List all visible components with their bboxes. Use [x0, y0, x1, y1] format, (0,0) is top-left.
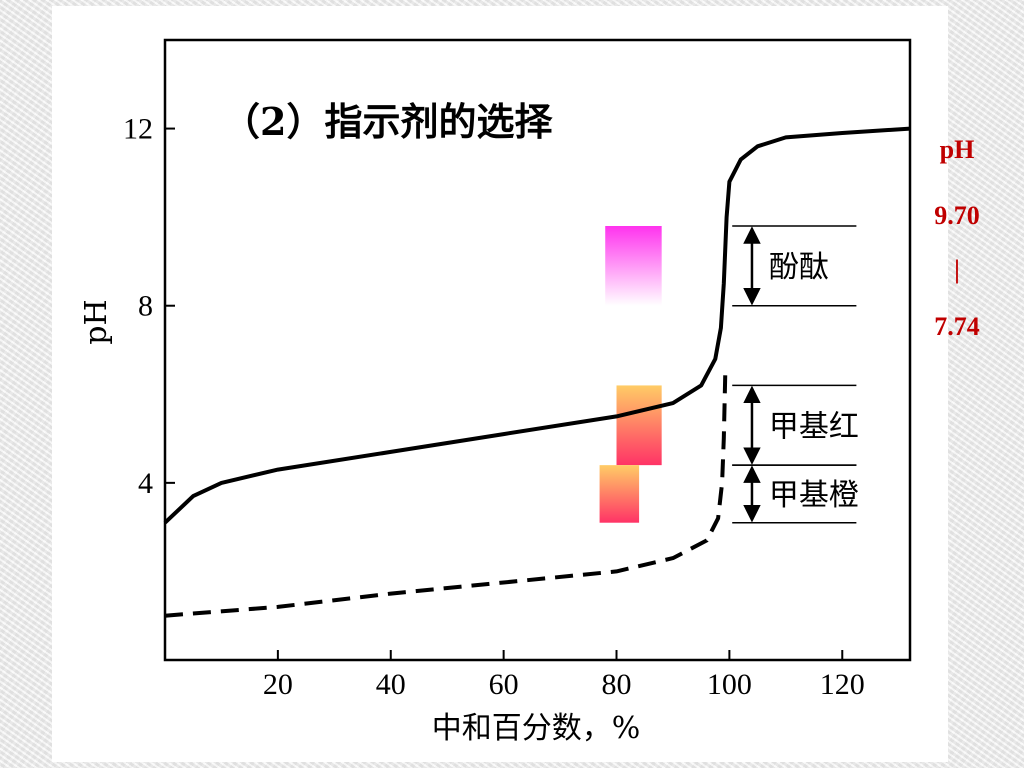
side-note-separator: |	[954, 255, 960, 284]
y-axis-title: pH	[79, 299, 114, 344]
indicator-swatch	[616, 385, 662, 466]
x-tick-label: 60	[489, 668, 519, 701]
x-tick-label: 100	[707, 668, 752, 701]
indicator-swatch	[605, 226, 662, 306]
titration-curve-solid	[163, 126, 911, 525]
x-tick-label: 40	[376, 668, 406, 701]
x-tick-label: 120	[820, 668, 865, 701]
indicator-label: 酚酞	[769, 250, 829, 285]
y-tick-label: 8	[138, 290, 153, 323]
titration-curve-dashed	[164, 367, 728, 618]
side-note-high: 9.70	[934, 201, 980, 230]
plot-frame	[163, 38, 912, 662]
indicator-label: 甲基橙	[769, 478, 859, 513]
x-tick-label: 80	[602, 668, 632, 701]
chart-title: （2）指示剂的选择	[222, 99, 553, 144]
indicator-swatch	[599, 465, 640, 523]
x-tick-label: 20	[263, 668, 293, 701]
slide-panel	[52, 6, 948, 762]
side-note-low: 7.74	[934, 312, 980, 341]
y-tick-label: 4	[138, 467, 153, 500]
y-tick-label: 12	[123, 113, 153, 146]
x-axis-title: 中和百分数，%	[432, 711, 641, 746]
indicator-label: 甲基红	[769, 409, 859, 444]
side-note-label: pH	[940, 135, 975, 164]
